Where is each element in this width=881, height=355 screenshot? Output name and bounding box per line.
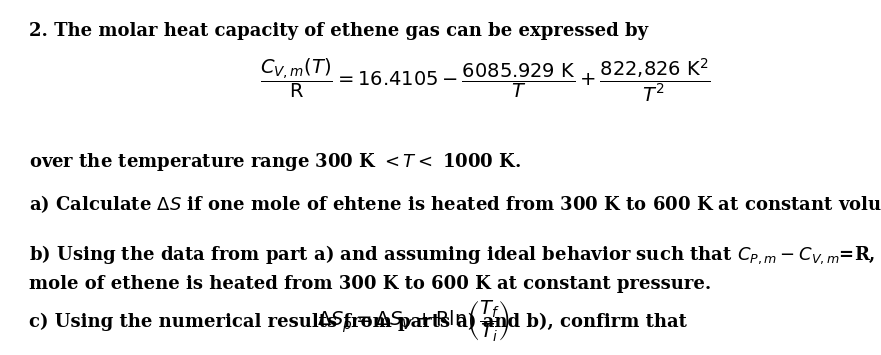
- Text: 2. The molar heat capacity of ethene gas can be expressed by: 2. The molar heat capacity of ethene gas…: [29, 22, 648, 40]
- Text: b) Using the data from part a) and assuming ideal behavior such that $C_{P,m} - : b) Using the data from part a) and assum…: [29, 243, 881, 266]
- Text: a) Calculate $\Delta S$ if one mole of ehtene is heated from 300 K to 600 K at c: a) Calculate $\Delta S$ if one mole of e…: [29, 193, 881, 215]
- Text: mole of ethene is heated from 300 K to 600 K at constant pressure.: mole of ethene is heated from 300 K to 6…: [29, 275, 711, 293]
- Text: over the temperature range 300 K $< T <$ 1000 K.: over the temperature range 300 K $< T <$…: [29, 151, 521, 173]
- Text: $\Delta S_p = \Delta S_V + \mathrm{R}\ln\!\left(\dfrac{T_f}{T_i}\right)$: $\Delta S_p = \Delta S_V + \mathrm{R}\ln…: [317, 297, 510, 343]
- Text: $\dfrac{C_{V,m}(T)}{\mathrm{R}} = 16.4105 - \dfrac{6085.929\ \mathrm{K}}{T} + \d: $\dfrac{C_{V,m}(T)}{\mathrm{R}} = 16.410…: [260, 56, 711, 104]
- Text: c) Using the numerical results from parts a) and b), confirm that: c) Using the numerical results from part…: [29, 313, 687, 331]
